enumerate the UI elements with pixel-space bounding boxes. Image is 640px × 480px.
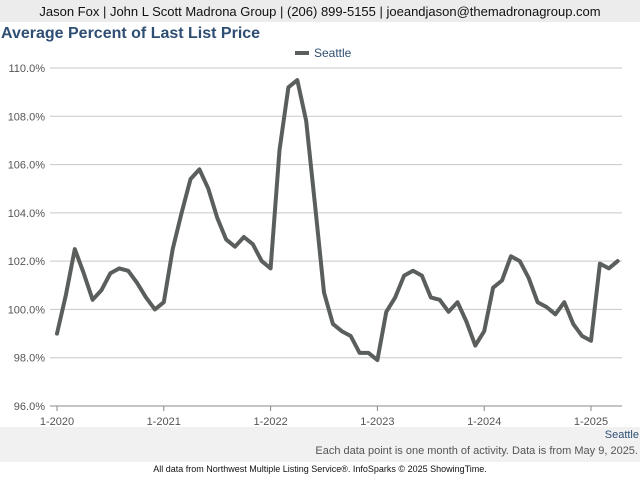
- chart-title: Average Percent of Last List Price: [1, 25, 261, 42]
- x-tick-label: 1-2021: [147, 416, 181, 428]
- y-tick-label: 100.0%: [8, 304, 46, 316]
- legend-swatch: [295, 51, 309, 55]
- series-line-seattle: [55, 78, 620, 363]
- y-tick-label: 98.0%: [14, 353, 45, 365]
- x-tick-label: 1-2020: [40, 416, 74, 428]
- footer-source: All data from Northwest Multiple Listing…: [153, 464, 487, 474]
- footer-band: [0, 427, 640, 462]
- footer-series-label: Seattle: [604, 429, 639, 441]
- header-bar: Jason Fox | John L Scott Madrona Group |…: [0, 0, 640, 22]
- contact-text: Jason Fox | John L Scott Madrona Group |…: [39, 3, 601, 19]
- x-tick-label: 1-2024: [467, 416, 501, 428]
- y-tick-label: 104.0%: [8, 208, 46, 220]
- legend-label: Seattle: [314, 46, 352, 60]
- legend: Seattle: [295, 46, 351, 60]
- y-tick-label: 110.0%: [9, 63, 46, 75]
- y-tick-label: 102.0%: [8, 256, 46, 268]
- x-tick-label: 1-2025: [574, 416, 608, 428]
- footer-note: Each data point is one month of activity…: [315, 445, 638, 457]
- y-tick-label: 96.0%: [14, 401, 45, 413]
- x-tick-label: 1-2022: [253, 416, 287, 428]
- x-tick-label: 1-2023: [360, 416, 394, 428]
- y-tick-label: 106.0%: [8, 160, 46, 172]
- y-tick-label: 108.0%: [8, 111, 46, 123]
